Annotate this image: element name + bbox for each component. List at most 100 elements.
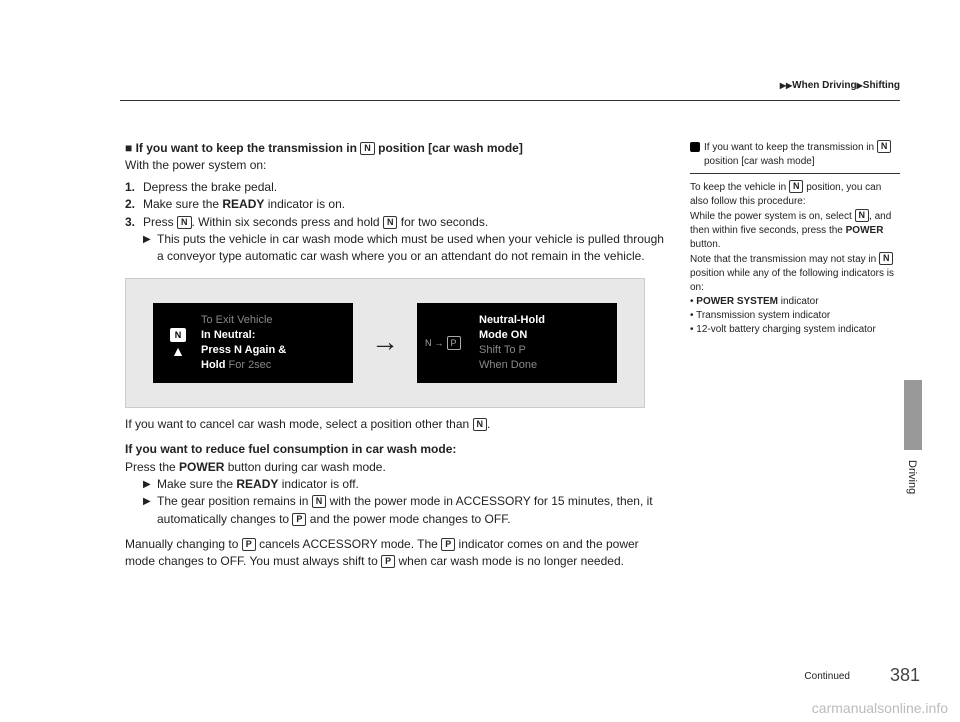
subsection-heading: If you want to reduce fuel consumption i… [125,442,456,456]
sub-bullet-icon: ▶ [143,476,157,493]
step-2: 2. Make sure the READY indicator is on. [125,196,665,213]
text: If you want to cancel car wash mode, sel… [125,417,473,431]
cancel-note: If you want to cancel car wash mode, sel… [125,416,665,433]
gear-n-icon: N [855,209,870,222]
gear-n-icon: N [789,180,804,193]
step-1: 1. Depress the brake pedal. [125,179,665,196]
gear-p-icon: P [242,538,256,551]
text: . Within six seconds press and hold [192,215,383,229]
line: Shift To P [479,344,526,356]
breadcrumb-item: When Driving [792,80,856,91]
reduce-sub1: ▶ Make sure the READY indicator is off. [143,476,665,493]
line: When Done [479,359,537,371]
text: POWER SYSTEM [696,296,778,307]
gear-n-icon: N [879,252,894,265]
gear-p-icon: P [441,538,455,551]
section-marker: ■ [125,141,132,155]
text: Make sure the [157,477,236,491]
gear-n-icon: N [177,216,192,229]
side-body: To keep the vehicle in N position, you c… [690,180,900,295]
line: For 2sec [225,359,271,371]
step-number: 3. [125,214,143,231]
step-text: Press N. Within six seconds press and ho… [143,214,665,231]
side-title-text: If you want to keep the transmission in … [704,140,900,169]
arrow-small-icon: → [435,337,444,349]
gear-n-icon: N [383,216,398,229]
gear-n-icon: N [360,142,375,155]
side-bullets: POWER SYSTEM indicator Transmission syst… [690,295,900,337]
text: If you want to keep the transmission in [704,142,877,153]
screen-message: Neutral-Hold Mode ON Shift To P When Don… [473,313,609,372]
text: Press [143,215,177,229]
side-column: If you want to keep the transmission in … [690,140,900,337]
text: Manually changing to [125,537,242,551]
line: Mode ON [479,329,527,341]
step-text: Depress the brake pedal. [143,179,665,196]
p-label: P [447,336,461,350]
power-label: POWER [179,460,224,474]
text: . [487,417,490,431]
line: In Neutral: [201,329,255,341]
screen-before: N ▲ To Exit Vehicle In Neutral: Press N … [153,303,353,383]
n-label: N [425,337,432,349]
text: button. [690,239,721,250]
watermark: carmanualsonline.info [812,700,948,716]
step-3-sub: ▶ This puts the vehicle in car wash mode… [143,231,665,266]
continued-label: Continued [804,671,850,682]
text: cancels ACCESSORY mode. The [256,537,441,551]
power-label: POWER [846,225,884,236]
arrow-icon: → [371,322,399,363]
line: Press N Again & [201,344,286,356]
note-icon [690,142,700,152]
n-to-p-icon: N → P [425,336,473,350]
text: position [car wash mode] [704,156,815,167]
dashboard-figure: N ▲ To Exit Vehicle In Neutral: Press N … [125,278,645,408]
screen-after: N → P Neutral-Hold Mode ON Shift To P Wh… [417,303,617,383]
page-number: 381 [890,665,920,686]
gear-n-icon: N [877,140,892,153]
line: Hold [201,359,225,371]
text: for two seconds. [397,215,488,229]
screen-message: To Exit Vehicle In Neutral: Press N Agai… [195,313,345,372]
gear-n-icon: N [473,418,488,431]
sub-bullet-icon: ▶ [143,493,157,528]
side-divider [690,173,900,174]
breadcrumb-item: Shifting [863,80,900,91]
text: Press the [125,460,179,474]
step-text: Make sure the READY indicator is on. [143,196,665,213]
text: position while any of the following indi… [690,268,894,293]
reduce-sub2: ▶ The gear position remains in N with th… [143,493,665,528]
section-title: ■ If you want to keep the transmission i… [125,140,665,157]
steps-list: 1. Depress the brake pedal. 2. Make sure… [125,179,665,266]
text: indicator is on. [264,197,345,211]
reduce-line: Press the POWER button during car wash m… [125,459,665,476]
ready-indicator-label: READY [236,477,278,491]
manual-note: Manually changing to P cancels ACCESSORY… [125,536,665,571]
step-number: 1. [125,179,143,196]
text: Note that the transmission may not stay … [690,254,879,265]
bullet-item: POWER SYSTEM indicator [690,295,900,309]
ready-indicator-label: READY [222,197,264,211]
text: To keep the vehicle in [690,182,789,193]
intro-line: With the power system on: [125,157,665,174]
step-3: 3. Press N. Within six seconds press and… [125,214,665,231]
sub-text: Make sure the READY indicator is off. [157,476,665,493]
text: indicator is off. [278,477,358,491]
text: The gear position remains in [157,494,312,508]
reduce-title: If you want to reduce fuel consumption i… [125,441,665,458]
title-text: position [car wash mode] [375,141,523,155]
gear-p-icon: P [292,513,306,526]
sub-text: This puts the vehicle in car wash mode w… [157,231,665,266]
text: and the power mode changes to OFF. [306,512,510,526]
header-divider [120,100,900,101]
section-tab [904,380,922,450]
breadcrumb: ▶▶When Driving▶Shifting [780,80,900,91]
text: While the power system is on, select [690,211,855,222]
page: ▶▶When Driving▶Shifting ■ If you want to… [0,0,960,722]
gear-p-icon: P [381,555,395,568]
bullet-item: Transmission system indicator [690,309,900,323]
n-badge: N [170,328,187,342]
line: To Exit Vehicle [201,314,273,326]
line: Neutral-Hold [479,314,545,326]
main-column: ■ If you want to keep the transmission i… [125,140,665,571]
